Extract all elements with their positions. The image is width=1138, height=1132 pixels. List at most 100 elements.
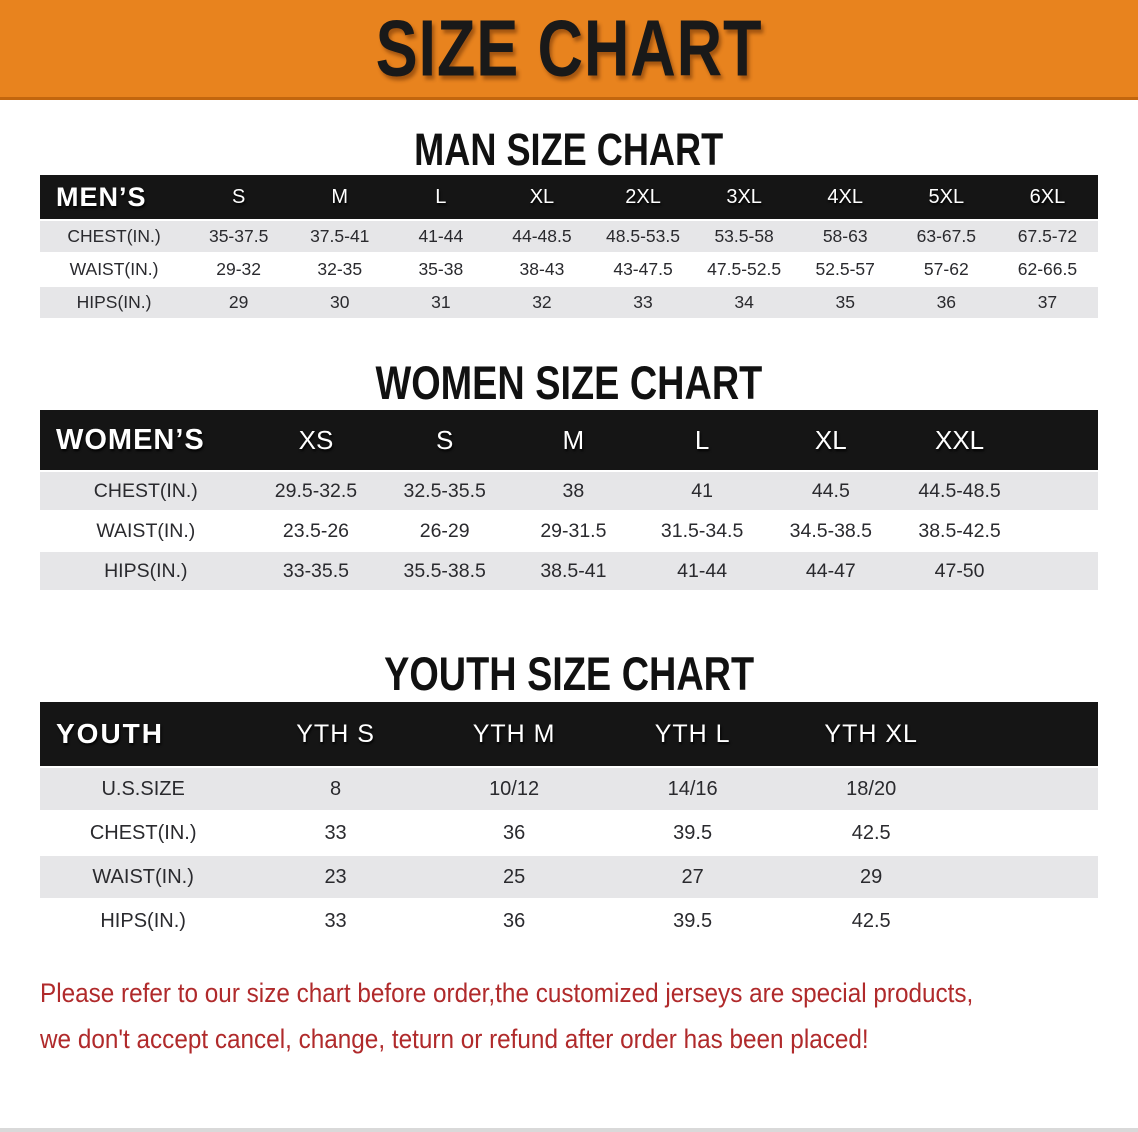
measurement-row: HIPS(IN.) 33-35.5 35.5-38.5 38.5-41 41-44 44-… bbox=[40, 552, 1098, 590]
measurement-value: 27 bbox=[603, 856, 782, 898]
disclaimer: Please refer to our size chart before or… bbox=[0, 970, 1138, 1062]
measurement-value: 48.5-53.5 bbox=[592, 221, 694, 252]
disclaimer-line-2: we don't accept cancel, change, teturn o… bbox=[40, 1024, 869, 1054]
measurement-value: 30 bbox=[289, 287, 391, 318]
row-label: U.S.SIZE bbox=[40, 768, 247, 810]
measurement-value: 26-29 bbox=[380, 512, 510, 550]
size-column-header: YTH S bbox=[246, 702, 425, 766]
size-column-header: XXL bbox=[895, 410, 1024, 470]
measurement-row: WAIST(IN.) 29-32 32-35 35-38 38-43 43-47.5 47.… bbox=[40, 254, 1098, 285]
size-column-header: XL bbox=[766, 410, 896, 470]
measurement-value: 63-67.5 bbox=[895, 221, 997, 252]
size-column-header: 6XL bbox=[996, 175, 1098, 219]
size-column-header: 3XL bbox=[693, 175, 795, 219]
measurement-value: 37 bbox=[996, 287, 1098, 318]
measurement-value: 36 bbox=[424, 812, 604, 854]
women-section-heading-text: WOMEN SIZE CHART bbox=[375, 357, 763, 410]
measurement-row: CHEST(IN.) 35-37.5 37.5-41 41-44 44-48.5 48.5… bbox=[40, 221, 1098, 252]
measurement-value: 47-50 bbox=[895, 552, 1024, 590]
size-chart-content: MAN SIZE CHART MEN’S S M L XL 2XL 3XL 4XL 5XL 6XL… bbox=[0, 124, 1138, 944]
size-column-header: YTH L bbox=[603, 702, 782, 766]
row-label: WAIST(IN.) bbox=[40, 512, 252, 550]
measurement-value: 38.5-42.5 bbox=[895, 512, 1024, 550]
row-label: HIPS(IN.) bbox=[40, 552, 252, 590]
measurement-value: 32 bbox=[491, 287, 593, 318]
measurement-value: 14/16 bbox=[603, 768, 782, 810]
measurement-value: 44-48.5 bbox=[491, 221, 593, 252]
measurement-value: 53.5-58 bbox=[693, 221, 795, 252]
youth-section-heading: YOUTH SIZE CHART bbox=[0, 648, 1138, 701]
men-section-heading-text: MAN SIZE CHART bbox=[414, 124, 724, 175]
size-column-header: L bbox=[390, 175, 492, 219]
measurement-value: 44.5 bbox=[766, 472, 896, 510]
measurement-value: 31.5-34.5 bbox=[637, 512, 767, 550]
size-column-header: XL bbox=[491, 175, 593, 219]
women-size-table: WOMEN’S XS S M L XL XXL CHEST(IN.) 29.5-32.5 32.5… bbox=[40, 408, 1098, 592]
size-column-header: XS bbox=[251, 410, 381, 470]
row-filler-cell bbox=[1023, 472, 1098, 510]
table-header-row: MEN’S S M L XL 2XL 3XL 4XL 5XL 6XL bbox=[40, 175, 1098, 219]
size-column-header: S bbox=[380, 410, 510, 470]
measurement-value: 36 bbox=[895, 287, 997, 318]
size-column-header: L bbox=[637, 410, 767, 470]
measurement-value: 58-63 bbox=[794, 221, 896, 252]
women-section-heading: WOMEN SIZE CHART bbox=[0, 357, 1138, 410]
section-men: MAN SIZE CHART MEN’S S M L XL 2XL 3XL 4XL 5XL 6XL… bbox=[0, 124, 1138, 320]
men-section-heading: MAN SIZE CHART bbox=[0, 124, 1138, 175]
measurement-value: 35-37.5 bbox=[188, 221, 290, 252]
measurement-row: U.S.SIZE 8 10/12 14/16 18/20 bbox=[40, 768, 1098, 810]
measurement-value: 33-35.5 bbox=[251, 552, 381, 590]
men-size-table: MEN’S S M L XL 2XL 3XL 4XL 5XL 6XL CHEST(IN.) 35-37… bbox=[40, 173, 1098, 320]
row-filler-cell bbox=[960, 812, 1098, 854]
table-group-label: WOMEN’S bbox=[40, 410, 252, 470]
row-label: CHEST(IN.) bbox=[40, 472, 252, 510]
measurement-value: 23.5-26 bbox=[251, 512, 381, 550]
measurement-value: 33 bbox=[592, 287, 694, 318]
measurement-value: 33 bbox=[246, 900, 425, 942]
header-filler-cell bbox=[1023, 410, 1098, 470]
size-column-header: 5XL bbox=[895, 175, 997, 219]
row-filler-cell bbox=[1023, 512, 1098, 550]
measurement-value: 29 bbox=[188, 287, 290, 318]
measurement-value: 18/20 bbox=[781, 768, 961, 810]
size-column-header: M bbox=[509, 410, 638, 470]
measurement-row: CHEST(IN.) 33 36 39.5 42.5 bbox=[40, 812, 1098, 854]
measurement-row: WAIST(IN.) 23 25 27 29 bbox=[40, 856, 1098, 898]
table-header-row: WOMEN’S XS S M L XL XXL bbox=[40, 410, 1098, 470]
measurement-value: 39.5 bbox=[603, 900, 782, 942]
table-group-label: YOUTH bbox=[40, 702, 247, 766]
size-column-header: S bbox=[188, 175, 290, 219]
disclaimer-line-1: Please refer to our size chart before or… bbox=[40, 978, 974, 1008]
measurement-value: 25 bbox=[424, 856, 604, 898]
section-youth: YOUTH SIZE CHART YOUTH YTH S YTH M YTH L YTH… bbox=[0, 648, 1138, 944]
row-label: WAIST(IN.) bbox=[40, 254, 189, 285]
measurement-value: 34.5-38.5 bbox=[766, 512, 896, 550]
bottom-edge-strip bbox=[0, 1128, 1138, 1132]
measurement-row: CHEST(IN.) 29.5-32.5 32.5-35.5 38 41 44.5 44.5… bbox=[40, 472, 1098, 510]
header-filler-cell bbox=[960, 702, 1098, 766]
measurement-value: 41 bbox=[637, 472, 767, 510]
measurement-value: 34 bbox=[693, 287, 795, 318]
measurement-value: 38.5-41 bbox=[509, 552, 638, 590]
measurement-value: 10/12 bbox=[424, 768, 604, 810]
row-label: WAIST(IN.) bbox=[40, 856, 247, 898]
row-filler-cell bbox=[960, 900, 1098, 942]
measurement-value: 29-32 bbox=[188, 254, 290, 285]
row-label: HIPS(IN.) bbox=[40, 287, 189, 318]
page-title: SIZE CHART bbox=[375, 3, 763, 94]
measurement-value: 38 bbox=[509, 472, 638, 510]
measurement-value: 42.5 bbox=[781, 812, 961, 854]
banner: SIZE CHART bbox=[0, 0, 1138, 100]
size-column-header: YTH M bbox=[424, 702, 604, 766]
measurement-value: 37.5-41 bbox=[289, 221, 391, 252]
measurement-value: 23 bbox=[246, 856, 425, 898]
measurement-row: HIPS(IN.) 29 30 31 32 33 34 35 36 37 bbox=[40, 287, 1098, 318]
measurement-value: 29-31.5 bbox=[509, 512, 638, 550]
measurement-row: WAIST(IN.) 23.5-26 26-29 29-31.5 31.5-34.5 34… bbox=[40, 512, 1098, 550]
measurement-value: 44.5-48.5 bbox=[895, 472, 1024, 510]
section-women: WOMEN SIZE CHART WOMEN’S XS S M L XL XXL CHEST(… bbox=[0, 357, 1138, 592]
row-label: HIPS(IN.) bbox=[40, 900, 247, 942]
measurement-value: 35 bbox=[794, 287, 896, 318]
measurement-value: 32.5-35.5 bbox=[380, 472, 510, 510]
size-column-header: 4XL bbox=[794, 175, 896, 219]
